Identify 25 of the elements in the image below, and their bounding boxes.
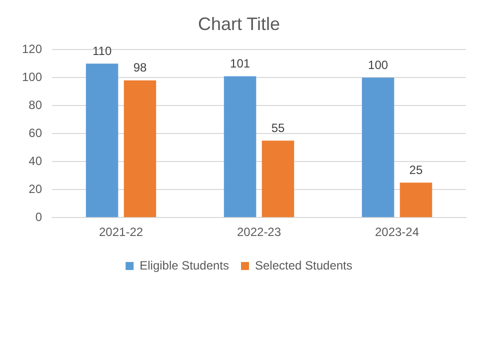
y-tick-label: 120 xyxy=(22,42,42,56)
data-label: 98 xyxy=(133,60,147,75)
y-tick-label: 80 xyxy=(28,98,42,112)
bar xyxy=(124,80,156,218)
y-tick-label: 20 xyxy=(28,182,42,196)
chart-title: Chart Title xyxy=(198,14,280,34)
x-tick-label: 2023-24 xyxy=(374,225,420,240)
data-label: 101 xyxy=(230,56,250,71)
x-tick-label: 2021-22 xyxy=(98,225,144,240)
y-tick-label: 0 xyxy=(35,210,42,224)
bar xyxy=(400,182,432,218)
bar xyxy=(262,140,294,218)
bar xyxy=(86,64,118,218)
data-label: 55 xyxy=(271,120,285,135)
x-tick-label: 2022-23 xyxy=(236,225,282,240)
legend-label: Selected Students xyxy=(254,258,352,272)
y-tick-label: 40 xyxy=(28,154,42,168)
y-tick-label: 100 xyxy=(22,70,42,84)
bar xyxy=(224,76,256,218)
y-tick-label: 60 xyxy=(28,126,42,140)
bar xyxy=(362,78,394,218)
data-label: 110 xyxy=(92,44,112,58)
data-label: 25 xyxy=(409,162,423,177)
legend-label: Eligible Students xyxy=(140,258,229,272)
data-label: 100 xyxy=(368,58,388,72)
